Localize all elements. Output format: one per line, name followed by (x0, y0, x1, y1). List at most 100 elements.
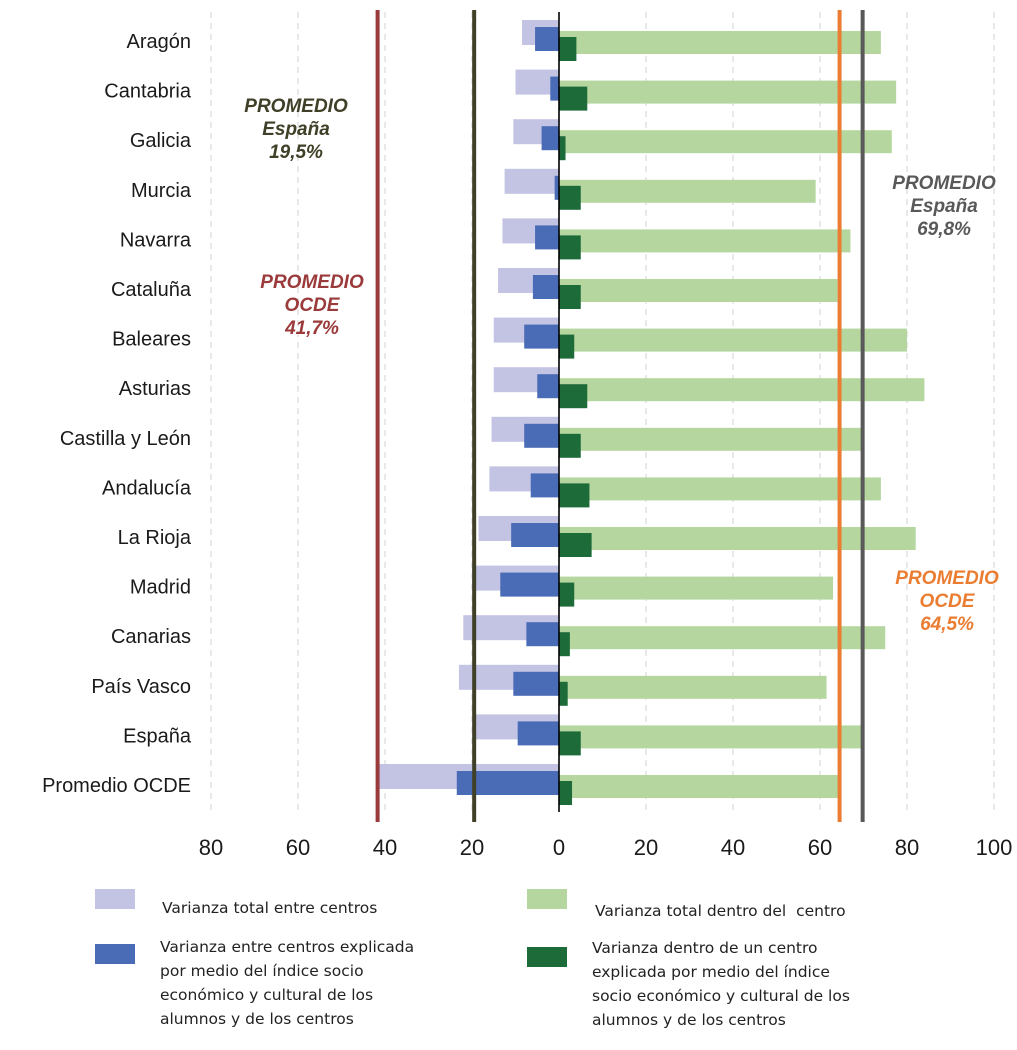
legend-label-within-explained: Varianza dentro de un centro explicada p… (592, 939, 850, 1029)
category-label: Murcia (131, 180, 192, 202)
category-label: Baleares (112, 329, 191, 351)
bar-between-explained (524, 423, 559, 448)
legend-swatch-within-explained (527, 947, 567, 967)
bar-between-explained (511, 523, 559, 547)
bar-within-total (559, 626, 886, 650)
bar-within-explained (559, 681, 568, 706)
bar-between-explained (530, 473, 559, 498)
bar-between-total (504, 168, 559, 194)
category-label: Madrid (130, 577, 191, 599)
bar-between-explained (526, 622, 559, 647)
bar-between-explained (524, 324, 559, 349)
category-label: País Vasco (91, 676, 191, 698)
reference-annotations: PROMEDIOOCDE41,7%PROMEDIOEspaña19,5%PROM… (244, 96, 999, 635)
x-tick-label: 80 (199, 835, 223, 860)
bar-within-total (559, 179, 816, 203)
x-tick-label: 60 (286, 835, 310, 860)
bar-within-total (559, 130, 892, 154)
bar-between-explained (537, 374, 559, 399)
x-tick-label: 40 (721, 835, 745, 860)
bar-within-total (559, 576, 834, 600)
bar-between-explained (535, 225, 559, 250)
category-label: Andalucía (102, 477, 192, 499)
reference-annotation: PROMEDIO (892, 173, 996, 194)
bar-within-total (559, 775, 840, 798)
bar-within-explained (559, 731, 581, 756)
category-label: Canarias (111, 626, 191, 648)
bar-within-explained (559, 334, 575, 359)
x-tick-label: 0 (553, 835, 565, 860)
legend-swatch-within-total (527, 889, 567, 909)
bar-within-total (559, 527, 916, 550)
bar-between-explained (532, 275, 559, 299)
bar-within-total (559, 328, 907, 352)
bar-within-total (559, 675, 827, 699)
reference-annotation: PROMEDIO (260, 272, 364, 293)
reference-annotation: PROMEDIO (244, 96, 348, 117)
reference-annotation: OCDE (285, 295, 341, 316)
category-label: Promedio OCDE (42, 775, 191, 797)
category-label: Galicia (130, 130, 192, 152)
bar-within-explained (559, 136, 566, 161)
category-label: Asturias (119, 378, 191, 400)
x-tick-label: 40 (373, 835, 397, 860)
reference-annotation: PROMEDIO (895, 568, 999, 589)
bar-between-explained (500, 572, 559, 597)
category-label: Cataluña (111, 279, 192, 301)
category-label: Cantabria (104, 81, 192, 103)
x-tick-label: 20 (634, 835, 658, 860)
bar-between-explained (541, 126, 559, 151)
bar-between-explained (554, 175, 559, 200)
bar-within-total (559, 378, 925, 402)
bar-within-total (559, 279, 838, 302)
category-label: Aragón (127, 31, 192, 53)
bar-within-explained (559, 235, 581, 260)
category-labels: Aragón Cantabria Galicia Murcia Navarra Catal… (42, 31, 192, 797)
reference-annotation: España (262, 119, 330, 140)
bar-within-explained (559, 781, 573, 805)
reference-annotation: 19,5% (269, 142, 323, 163)
legend-swatch-between-explained (95, 944, 135, 964)
bar-within-total (559, 725, 864, 749)
bar-within-explained (559, 533, 592, 557)
bar-within-total (559, 477, 881, 501)
reference-annotation: 69,8% (917, 219, 971, 240)
legend-label-within-total: Varianza total dentro del centro (595, 902, 846, 920)
bar-within-explained (559, 483, 590, 508)
category-label: Navarra (120, 229, 192, 251)
x-tick-label: 20 (460, 835, 484, 860)
category-label: España (123, 725, 192, 747)
bar-within-explained (559, 582, 575, 607)
legend-label-between-total: Varianza total entre centros (162, 899, 378, 917)
bar-between-explained (550, 76, 559, 101)
reference-annotation: OCDE (920, 591, 976, 612)
legend-label-between-explained: Varianza entre centros explicada por med… (160, 938, 415, 1028)
bar-within-explained (559, 37, 577, 61)
legend-swatch-between-total (95, 889, 135, 909)
bar-between-explained (517, 721, 559, 746)
bar-within-explained (559, 433, 581, 458)
reference-annotation: 41,7% (284, 318, 339, 339)
bar-between-explained (535, 27, 559, 51)
x-tick-label: 80 (895, 835, 919, 860)
bar-within-total (559, 80, 897, 104)
bar-within-total (559, 427, 864, 451)
bar-within-explained (559, 185, 581, 210)
bar-within-explained (559, 632, 570, 657)
reference-annotation: 64,5% (920, 614, 974, 635)
bar-between-explained (513, 671, 559, 696)
bar-within-total (559, 31, 881, 54)
bar-within-explained (559, 86, 588, 111)
bar-within-total (559, 229, 851, 253)
x-tick-labels: 80 60 40 20 0 20 40 60 80 100 (199, 835, 1013, 860)
category-label: Castilla y León (60, 428, 191, 450)
bars (377, 20, 925, 805)
reference-annotation: España (910, 196, 978, 217)
bar-between-explained (456, 771, 559, 795)
x-tick-label: 60 (808, 835, 832, 860)
bar-within-explained (559, 285, 581, 309)
category-label: La Rioja (118, 527, 192, 549)
reference-lines (375, 10, 865, 822)
x-tick-label: 100 (976, 835, 1013, 860)
